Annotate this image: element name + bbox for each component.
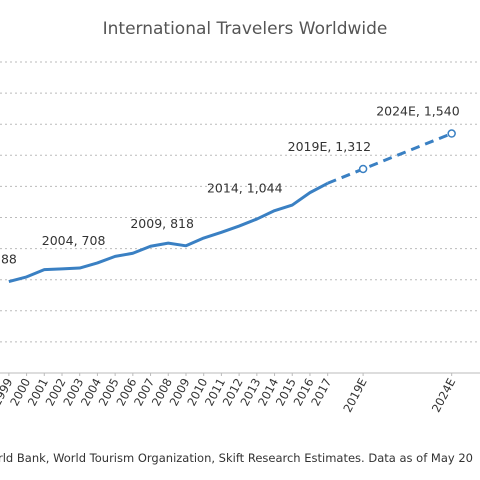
point-marker <box>447 129 456 138</box>
x-tick-label: 2024E <box>429 376 459 415</box>
annotation: 2024E, 1,540 <box>376 104 459 119</box>
point-marker <box>358 164 368 174</box>
series-line <box>8 181 329 284</box>
source-note: rld Bank, World Tourism Organization, Sk… <box>0 451 473 465</box>
x-tick-label: 2019E <box>340 376 370 415</box>
annotation: 2019E, 1,312 <box>288 139 371 154</box>
annotation: 1999, 588 <box>0 252 17 267</box>
annotation: 2009, 818 <box>130 216 194 231</box>
annotation: 2014, 1,044 <box>207 181 283 196</box>
chart-title: International Travelers Worldwide <box>103 19 388 39</box>
annotation: 2004, 708 <box>42 233 106 248</box>
